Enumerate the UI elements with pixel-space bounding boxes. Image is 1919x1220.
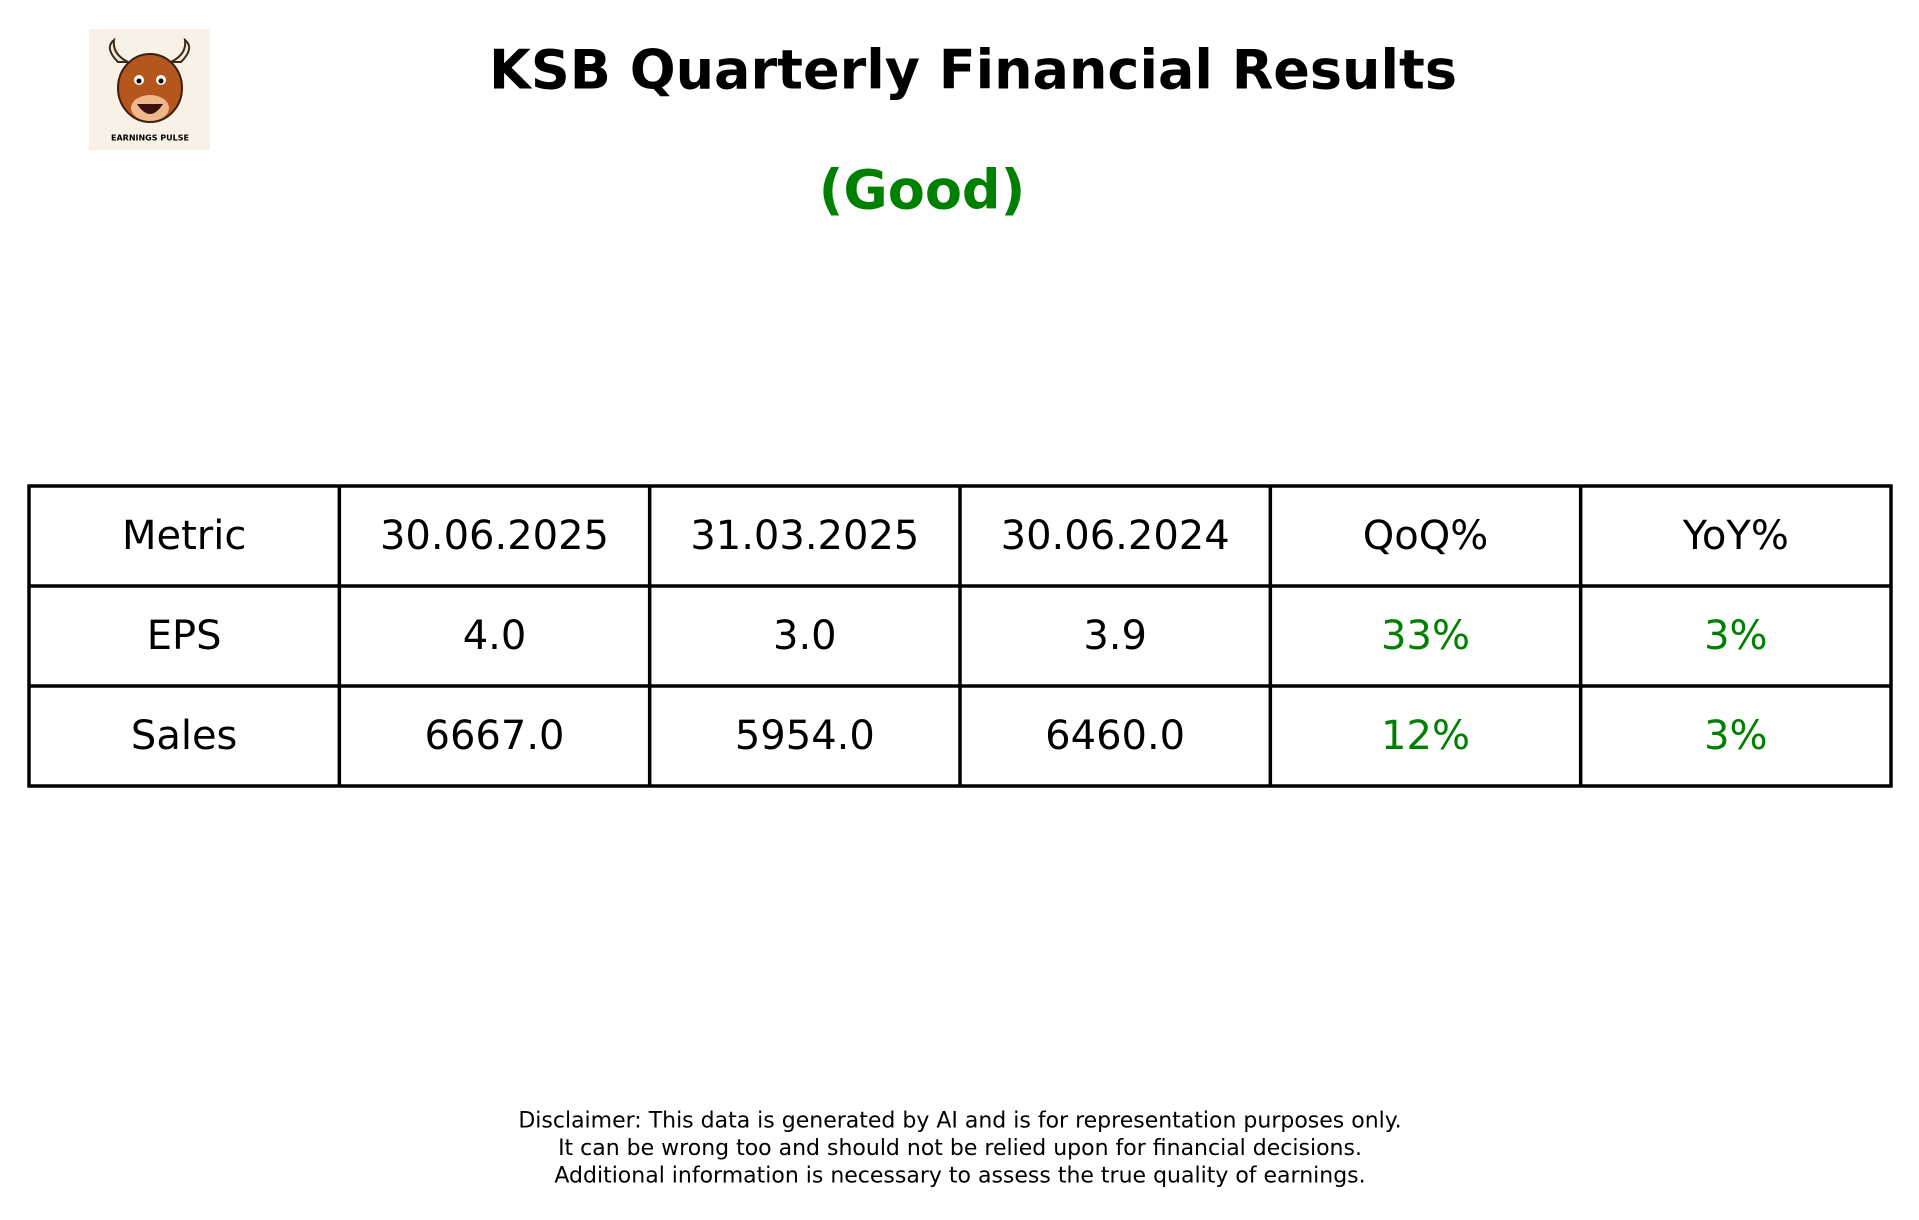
logo-horn — [170, 37, 191, 63]
table: Metric 30.06.2025 31.03.2025 30.06.2024 QoQ%… — [27, 484, 1893, 788]
logo-pupil — [158, 78, 164, 84]
column-header: Metric — [122, 513, 246, 559]
table-cell: 3% — [1704, 713, 1767, 759]
disclaimer-line: It can be wrong too and should not be re… — [558, 1136, 1362, 1161]
column-header: 30.06.2024 — [1001, 513, 1230, 559]
table-cell: 6460.0 — [1045, 713, 1185, 759]
table-cell: 6667.0 — [425, 713, 565, 759]
table-cell: 12% — [1381, 713, 1470, 759]
table-cell: EPS — [147, 613, 222, 659]
table-cell: 3.9 — [1083, 613, 1147, 659]
logo-pupil — [136, 78, 142, 84]
disclaimer: Disclaimer: This data is generated by AI… — [518, 1109, 1401, 1189]
table-cell: Sales — [131, 713, 237, 759]
table-cell: 33% — [1381, 613, 1470, 659]
column-header: YoY% — [1682, 513, 1789, 559]
table-cell: 3% — [1704, 613, 1767, 659]
logo: EARNINGS PULSE — [89, 29, 210, 150]
column-header: 30.06.2025 — [380, 513, 609, 559]
rating: (Good) — [819, 159, 1026, 222]
column-header: 31.03.2025 — [690, 513, 919, 559]
table-cell: 4.0 — [463, 613, 527, 659]
table-cell: 3.0 — [773, 613, 837, 659]
disclaimer-line: Additional information is necessary to a… — [554, 1164, 1365, 1189]
table-cell: 5954.0 — [735, 713, 875, 759]
column-header: QoQ% — [1363, 513, 1488, 559]
logo-mouth — [137, 104, 163, 114]
logo-horn — [108, 37, 129, 63]
title: KSB Quarterly Financial Results — [489, 39, 1457, 102]
logo-caption: EARNINGS PULSE — [111, 134, 189, 143]
disclaimer-line: Disclaimer: This data is generated by AI… — [518, 1109, 1401, 1134]
